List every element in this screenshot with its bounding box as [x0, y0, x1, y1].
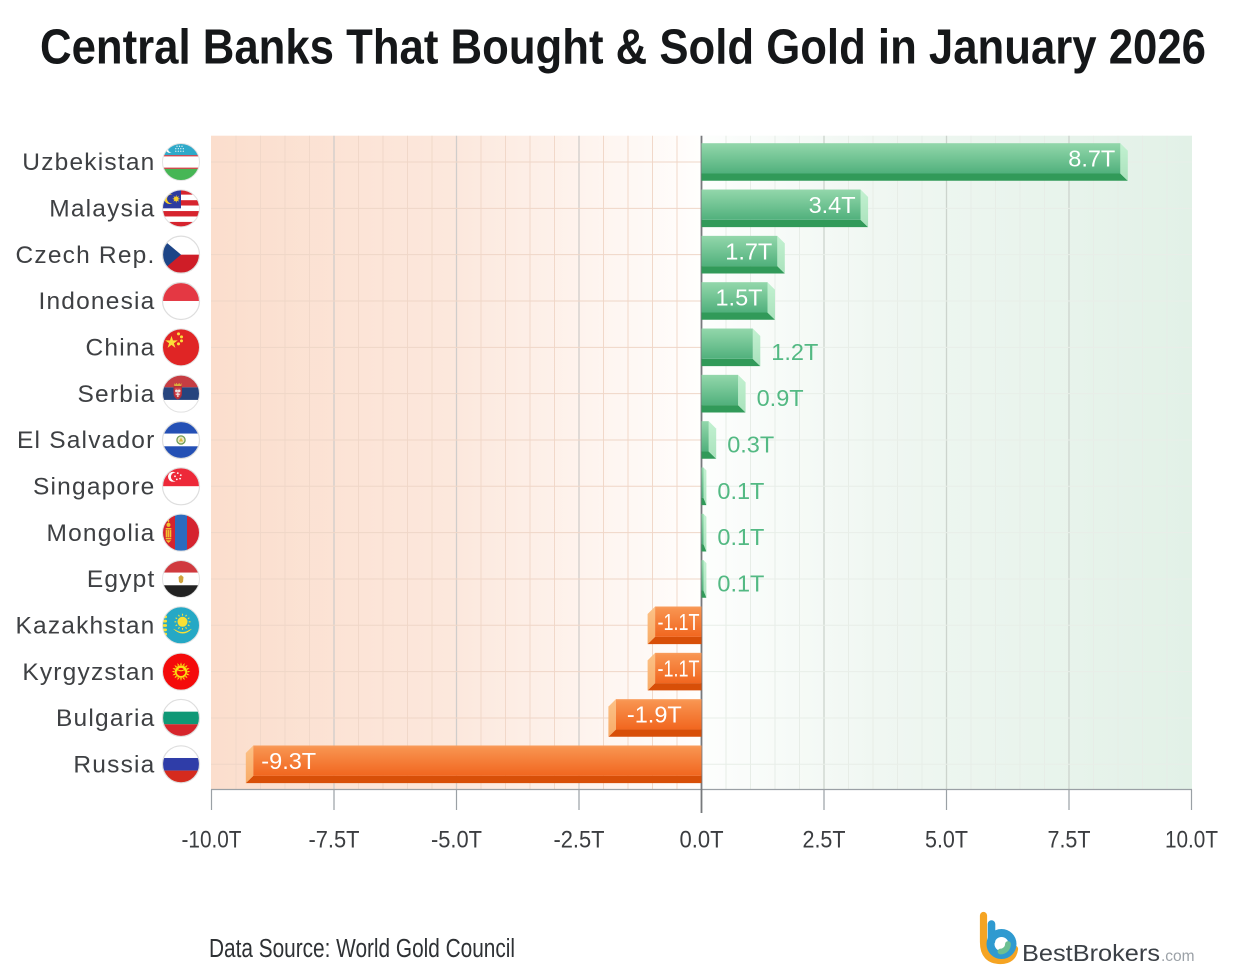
- svg-text:Egypt: Egypt: [87, 566, 156, 593]
- svg-text:7.5T: 7.5T: [1048, 827, 1091, 854]
- svg-text:Mongolia: Mongolia: [46, 520, 155, 547]
- svg-text:-10.0T: -10.0T: [182, 827, 242, 854]
- svg-text:5.0T: 5.0T: [925, 827, 968, 854]
- svg-text:El Salvador: El Salvador: [17, 427, 156, 454]
- svg-text:Data Source: World Gold Counci: Data Source: World Gold Council: [209, 935, 515, 963]
- svg-text:Uzbekistan: Uzbekistan: [22, 149, 155, 176]
- svg-text:Czech Rep.: Czech Rep.: [15, 242, 155, 269]
- svg-text:.com: .com: [1161, 948, 1195, 965]
- svg-text:3.4T: 3.4T: [809, 192, 856, 218]
- svg-text:Russia: Russia: [73, 751, 155, 778]
- svg-text:-1.1T: -1.1T: [658, 609, 700, 635]
- svg-text:Central Banks That Bought & So: Central Banks That Bought & Sold Gold in…: [40, 21, 1206, 75]
- svg-text:0.1T: 0.1T: [717, 478, 764, 504]
- svg-text:0.3T: 0.3T: [727, 431, 774, 457]
- svg-text:-5.0T: -5.0T: [431, 827, 482, 854]
- svg-text:0.0T: 0.0T: [680, 827, 724, 854]
- svg-text:1.5T: 1.5T: [715, 285, 762, 311]
- svg-text:0.9T: 0.9T: [757, 385, 804, 411]
- svg-text:Kazakhstan: Kazakhstan: [15, 613, 155, 640]
- svg-text:1.7T: 1.7T: [725, 238, 772, 264]
- svg-text:2.5T: 2.5T: [803, 827, 846, 854]
- svg-text:0.1T: 0.1T: [717, 524, 764, 550]
- svg-text:China: China: [85, 335, 155, 362]
- svg-text:Serbia: Serbia: [77, 381, 155, 408]
- svg-text:Bulgaria: Bulgaria: [56, 705, 156, 732]
- svg-text:10.0T: 10.0T: [1165, 827, 1218, 854]
- svg-text:Kyrgyzstan: Kyrgyzstan: [22, 659, 155, 686]
- svg-text:0.1T: 0.1T: [717, 570, 764, 596]
- svg-text:Singapore: Singapore: [33, 474, 156, 501]
- svg-text:-9.3T: -9.3T: [261, 748, 316, 774]
- svg-text:1.2T: 1.2T: [771, 339, 818, 365]
- svg-text:Indonesia: Indonesia: [38, 288, 155, 315]
- svg-text:-2.5T: -2.5T: [554, 827, 605, 854]
- svg-text:Malaysia: Malaysia: [49, 196, 155, 223]
- svg-text:-7.5T: -7.5T: [309, 827, 360, 854]
- svg-text:8.7T: 8.7T: [1068, 146, 1115, 172]
- svg-text:BestBrokers: BestBrokers: [1022, 940, 1160, 966]
- svg-text:-1.1T: -1.1T: [658, 655, 700, 681]
- svg-text:-1.9T: -1.9T: [627, 702, 682, 728]
